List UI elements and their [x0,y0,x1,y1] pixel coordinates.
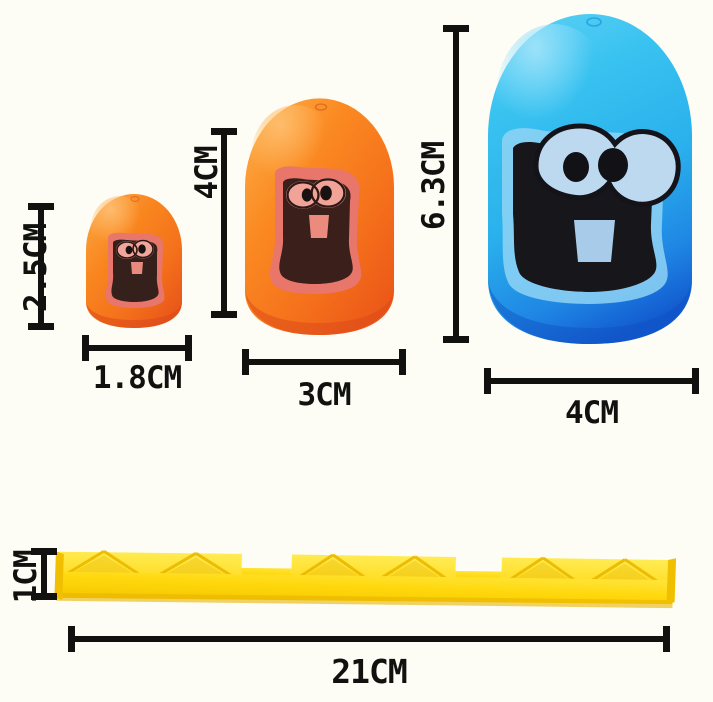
tooth [309,215,329,238]
cap-base-rim [245,287,394,335]
monster-face-decal [105,232,165,308]
dim-large-height-label: 6.3CM [416,141,452,231]
dim-strip-height-label: 1CM [8,550,44,604]
eye-cluster-outline [533,123,681,207]
strip-right-end [666,558,677,604]
monster-face-decal [269,166,362,294]
monster-face-decal [502,123,681,304]
strip-bottom-bevel [56,592,673,609]
sprue-dimple [314,103,328,111]
figure-large-blue-cap [478,8,702,356]
figure-small-orange-cap [80,190,188,332]
right-pupil [320,185,332,201]
cap-base-rim [86,300,182,328]
dim-medium-height-label: 4CM [189,146,225,200]
cap-base-rim [488,276,692,344]
strip-left-end [54,551,64,600]
dim-large-width-label: 4CM [565,395,619,431]
dim-small-width-label: 1.8CM [92,360,182,396]
figure-yellow-truss-strip [54,540,677,620]
dim-strip-length-label: 21CM [331,652,407,691]
dim-medium-width-label: 3CM [297,377,352,413]
sprue-dimple [130,196,140,202]
tooth [574,220,615,262]
left-pupil [301,188,313,202]
sprue-dimple [586,17,602,27]
left-pupil [563,152,589,182]
right-pupil [138,244,146,254]
left-pupil [125,245,133,255]
figure-medium-orange-cap [237,95,402,343]
tooth [131,262,143,274]
dim-small-height-label: 2.5CM [18,223,54,313]
right-pupil [598,148,628,182]
